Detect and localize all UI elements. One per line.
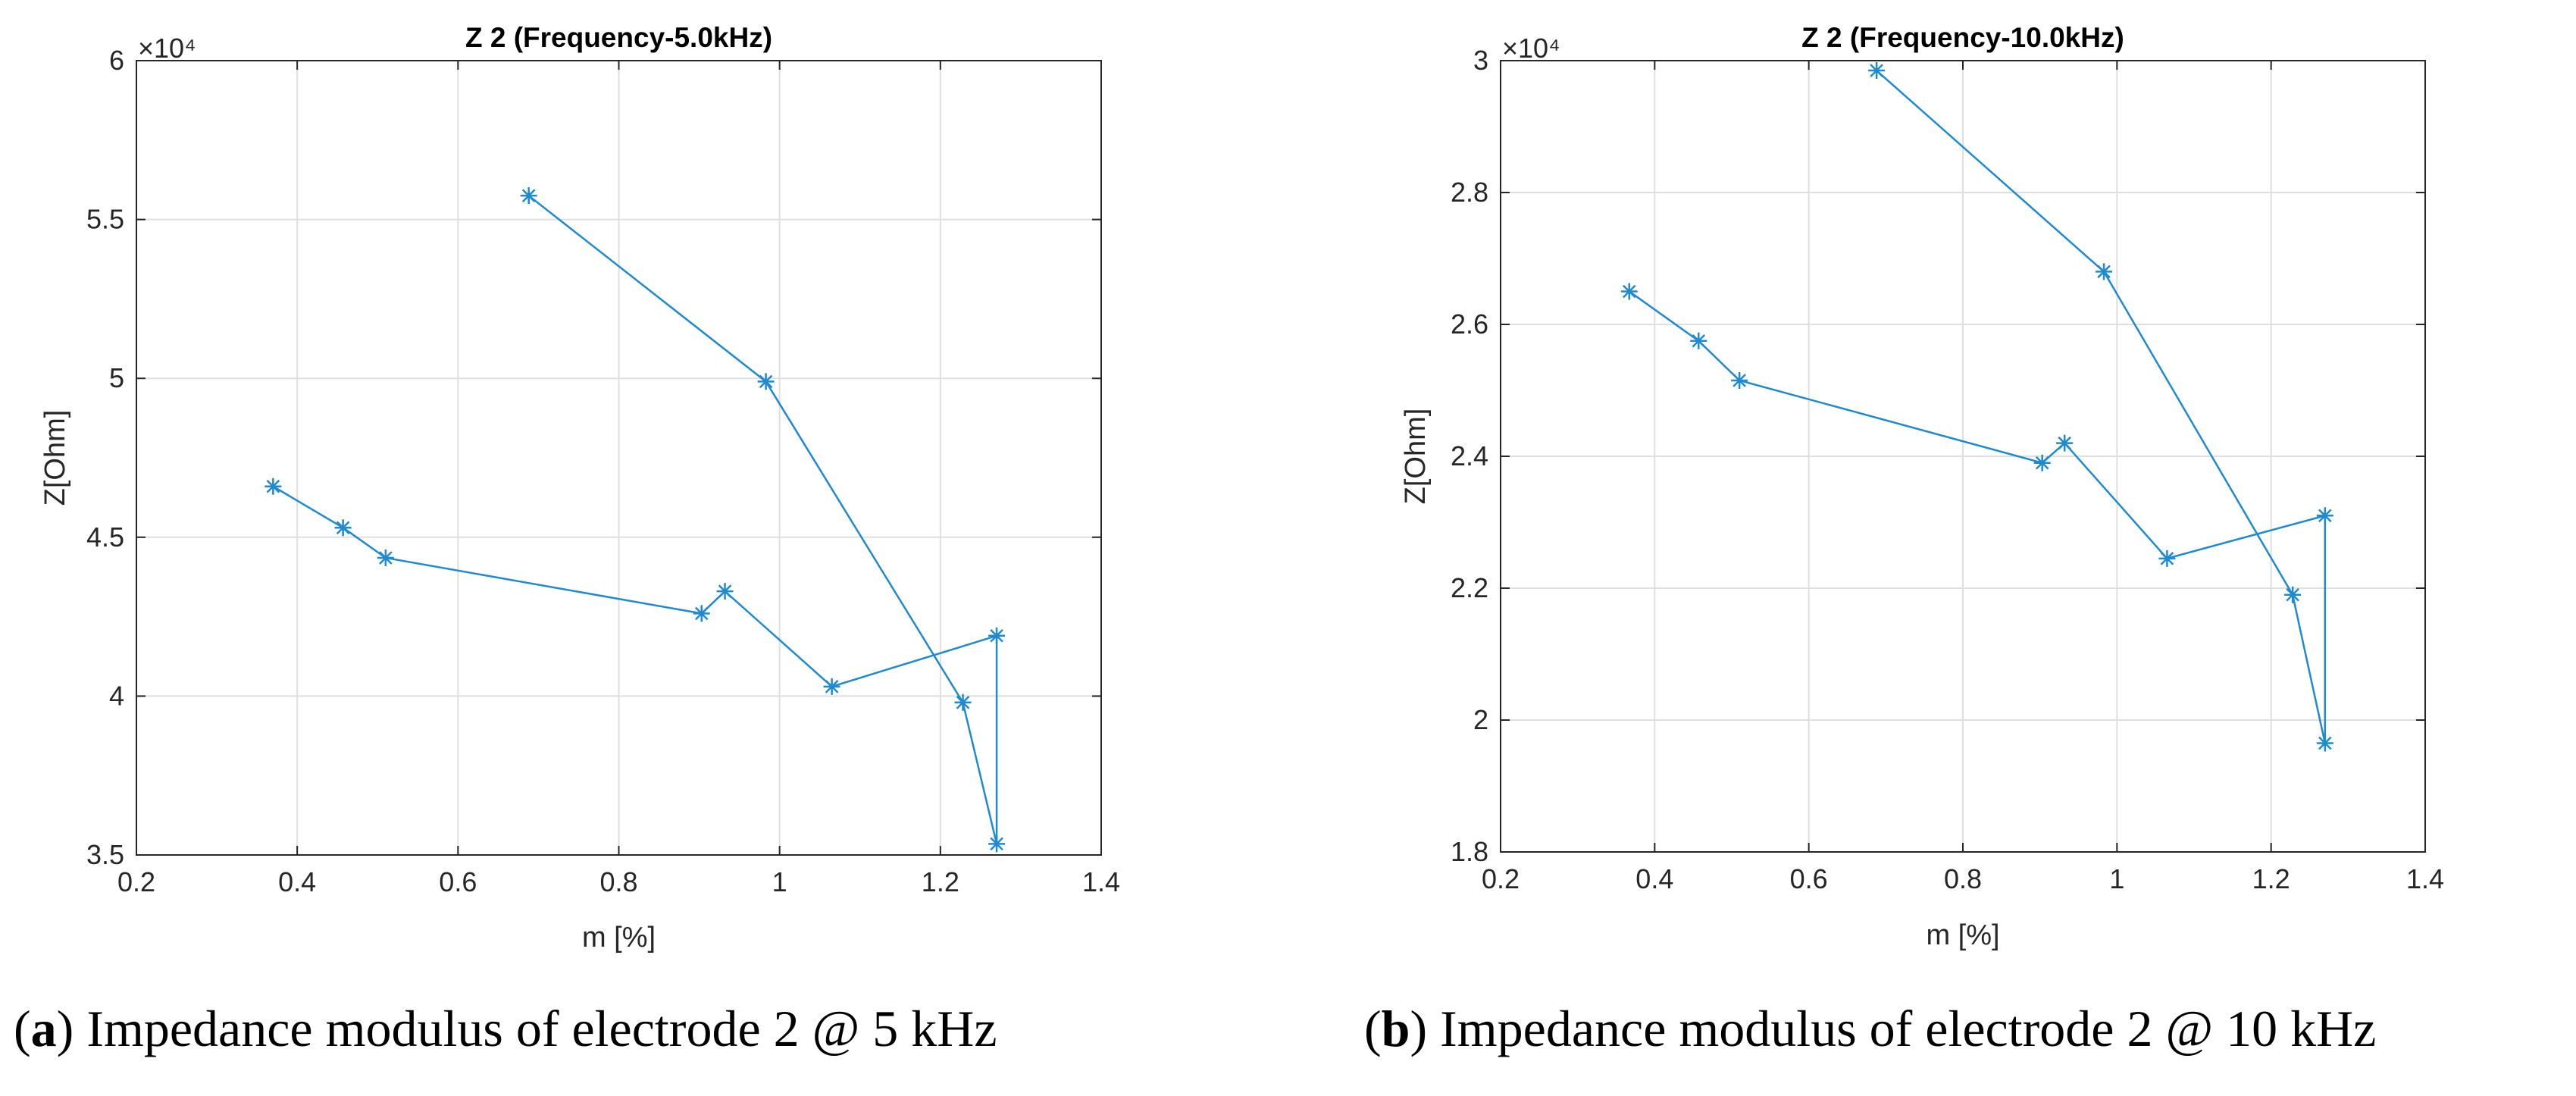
chart1-data-point bbox=[520, 187, 537, 205]
chart1-y-tick-label: 3.5 bbox=[86, 839, 124, 870]
caption-b-letter: b bbox=[1381, 1000, 1410, 1057]
chart1-y-tick-label: 4.5 bbox=[86, 521, 124, 553]
caption-a: (a) Impedance modulus of electrode 2 @ 5… bbox=[14, 1000, 997, 1057]
chart1-y-exponent: ×10⁴ bbox=[138, 33, 196, 64]
chart2-data-point bbox=[2284, 586, 2302, 603]
chart1-x-tick-label: 0.6 bbox=[439, 866, 477, 897]
caption-b-text: Impedance modulus of electrode 2 @ 10 kH… bbox=[1427, 1000, 2377, 1057]
chart2-x-tick-label: 0.6 bbox=[1790, 863, 1828, 894]
chart1-x-tick-label: 0.2 bbox=[117, 866, 155, 897]
chart2-y-tick-label: 2.2 bbox=[1451, 572, 1488, 603]
chart1-data-point bbox=[988, 835, 1006, 853]
chart1-title: Z 2 (Frequency-5.0kHz) bbox=[465, 22, 772, 53]
chart2-y-tick-label: 3 bbox=[1473, 45, 1488, 76]
chart2-x-axis-label: m [%] bbox=[1926, 919, 1999, 951]
chart2-data-point bbox=[2056, 434, 2074, 452]
chart1-y-axis-label: Z[Ohm] bbox=[39, 410, 71, 506]
chart1-data-point bbox=[264, 478, 282, 495]
chart2-y-tick-label: 2.4 bbox=[1451, 440, 1488, 471]
chart1-x-tick-label: 1.4 bbox=[1082, 866, 1120, 897]
chart2-x-tick-label: 1 bbox=[2109, 863, 2124, 894]
chart2-y-exponent: ×10⁴ bbox=[1502, 33, 1560, 64]
chart2-x-tick-label: 0.4 bbox=[1635, 863, 1673, 894]
chart1-y-tick-label: 5 bbox=[109, 362, 124, 393]
caption-b: (b) Impedance modulus of electrode 2 @ 1… bbox=[1364, 1000, 2377, 1057]
chart2-x-tick-label: 0.8 bbox=[1944, 863, 1982, 894]
chart1-data-point bbox=[988, 627, 1006, 644]
chart1-x-tick-label: 0.4 bbox=[278, 866, 316, 897]
chart1-data-point bbox=[693, 605, 710, 622]
chart2-data-point bbox=[2158, 550, 2176, 567]
chart1-x-tick-label: 1.2 bbox=[922, 866, 959, 897]
chart2-x-tick-label: 0.2 bbox=[1482, 863, 1520, 894]
chart2-data-point bbox=[1620, 283, 1638, 300]
chart1-data-point bbox=[377, 550, 394, 567]
chart2-y-tick-label: 2.6 bbox=[1451, 308, 1488, 340]
chart1-data-point bbox=[954, 694, 972, 711]
chart1-x-tick-label: 1 bbox=[772, 866, 787, 897]
chart2-x-tick-label: 1.2 bbox=[2252, 863, 2290, 894]
chart1-data-point bbox=[823, 678, 840, 695]
chart1-data-point bbox=[757, 373, 775, 390]
chart2-y-tick-label: 2 bbox=[1473, 704, 1488, 735]
chart1-data-point bbox=[334, 519, 352, 537]
chart2-y-tick-label: 1.8 bbox=[1451, 836, 1488, 867]
chart1-x-axis-label: m [%] bbox=[582, 922, 656, 954]
chart2-x-tick-label: 1.4 bbox=[2406, 863, 2444, 894]
chart2-data-point bbox=[2096, 263, 2113, 280]
chart1-y-tick-label: 4 bbox=[109, 680, 124, 711]
chart2-data-point bbox=[2316, 734, 2333, 752]
chart1-x-tick-label: 0.8 bbox=[599, 866, 637, 897]
chart2-y-axis-label: Z[Ohm] bbox=[1400, 409, 1432, 505]
chart2-data-point bbox=[1731, 371, 1748, 389]
caption-a-text: Impedance modulus of electrode 2 @ 5 kHz bbox=[74, 1000, 997, 1057]
chart1-data-point bbox=[716, 583, 734, 600]
chart2-title: Z 2 (Frequency-10.0kHz) bbox=[1801, 22, 2124, 53]
chart2-data-point bbox=[2316, 507, 2333, 525]
chart2-y-tick-label: 2.8 bbox=[1451, 177, 1488, 208]
chart2-data-point bbox=[2033, 454, 2051, 471]
caption-a-letter: a bbox=[30, 1000, 57, 1057]
chart1-y-tick-label: 6 bbox=[109, 45, 124, 76]
chart1-y-tick-label: 5.5 bbox=[86, 204, 124, 235]
chart2-data-point bbox=[1690, 332, 1707, 349]
chart2-data-point bbox=[1868, 62, 1886, 80]
